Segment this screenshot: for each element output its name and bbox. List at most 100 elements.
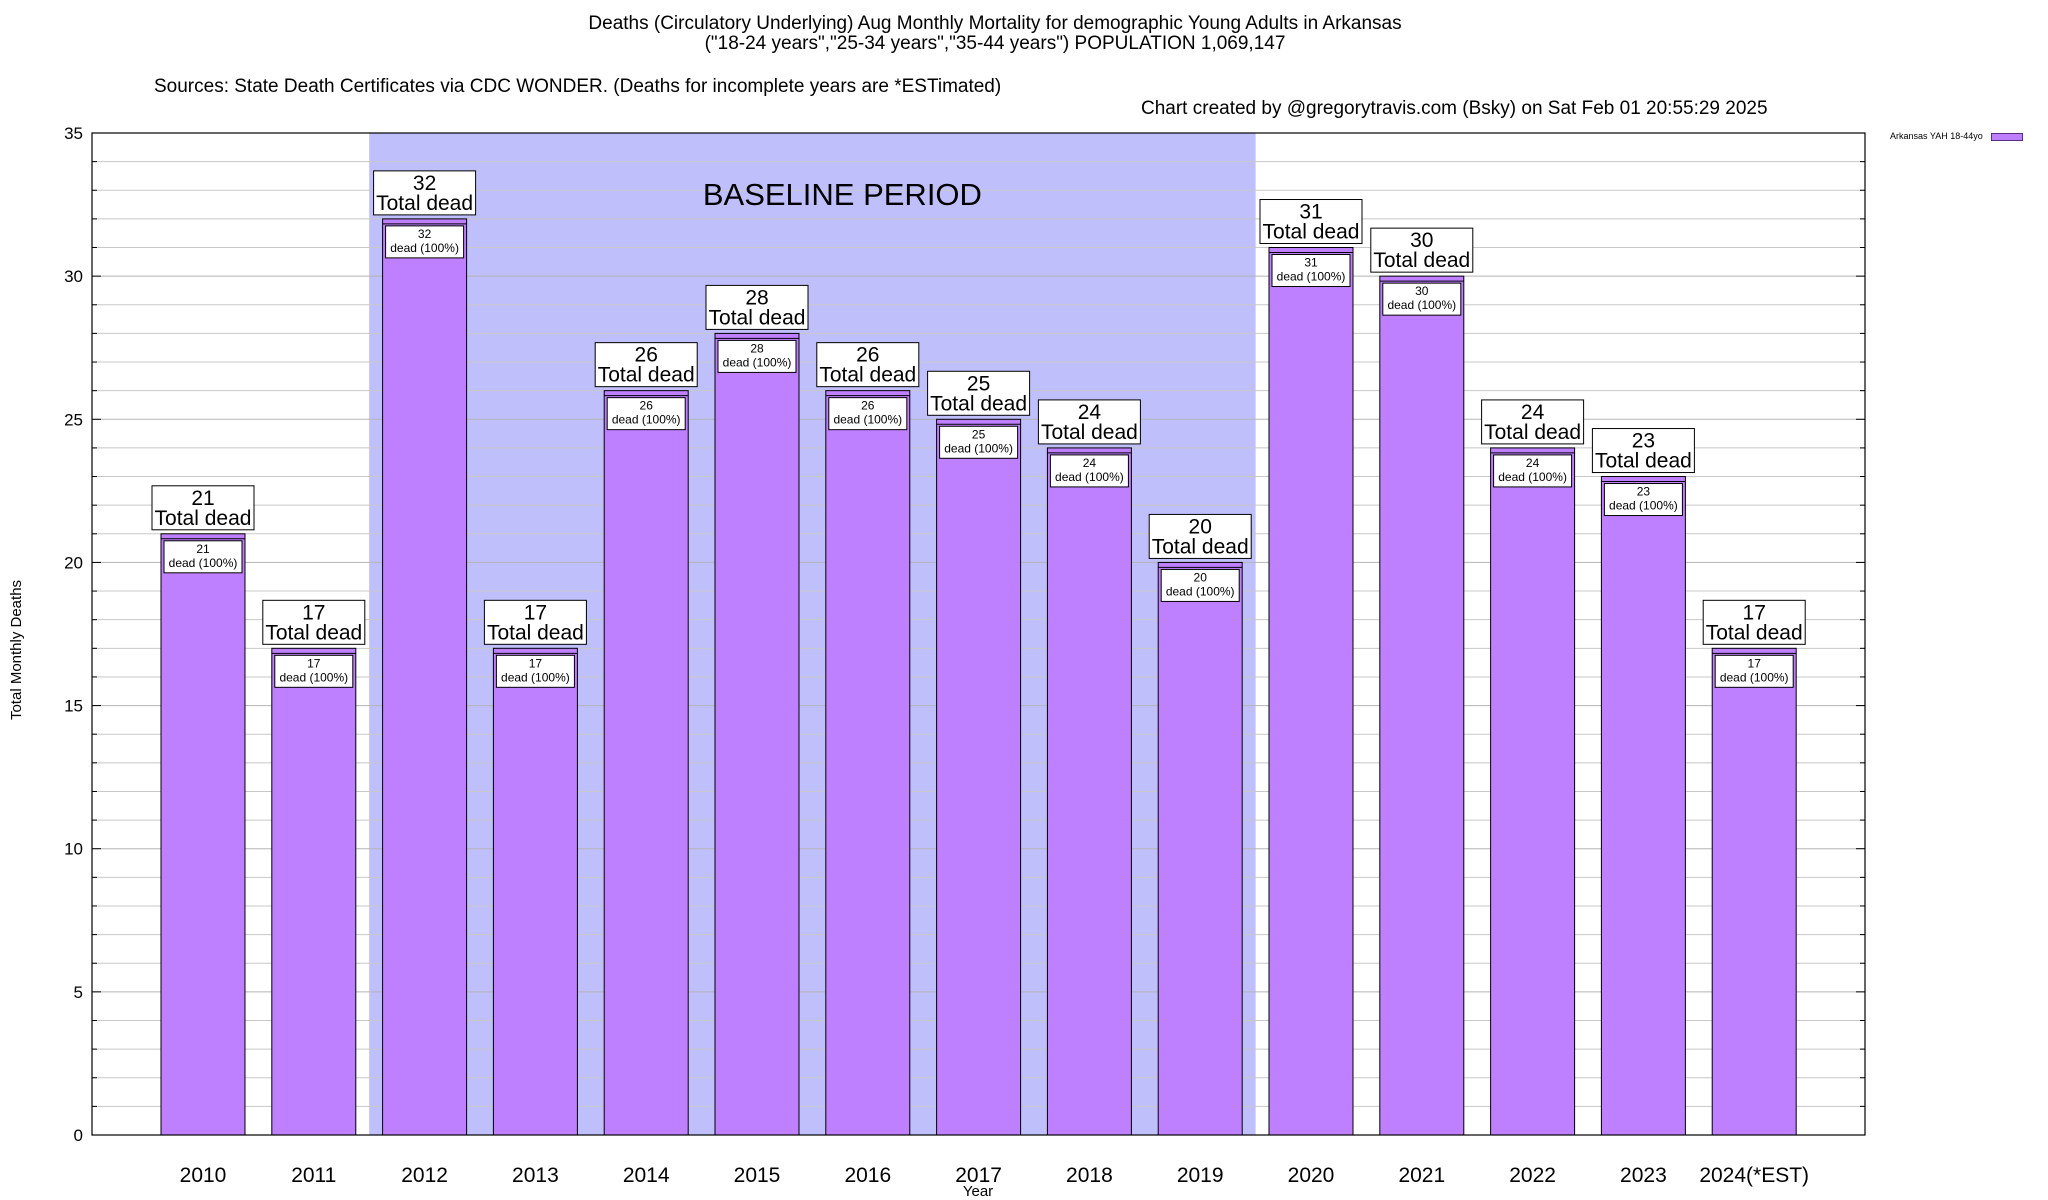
total-label-box — [705, 284, 809, 330]
x-tick-label: 2014 — [623, 1164, 670, 1187]
total-label-box — [262, 599, 366, 645]
inner-label-text: dead (100%) — [1498, 470, 1567, 484]
total-label-box — [373, 170, 477, 216]
y-axis-label: Total Monthly Deaths — [8, 580, 25, 720]
inner-label-text: dead (100%) — [1387, 298, 1456, 312]
inner-label-value: 28 — [750, 341, 764, 355]
inner-label-text: dead (100%) — [612, 413, 681, 427]
total-label-text: Total dead — [930, 392, 1027, 415]
inner-label-box — [1603, 483, 1683, 517]
x-tick-label: 2017 — [955, 1164, 1002, 1187]
inner-label-box — [163, 540, 243, 574]
inner-label-box — [274, 654, 354, 688]
bar — [1379, 275, 1465, 1136]
total-label-value: 24 — [1521, 401, 1545, 424]
chart-subtitle: ("18-24 years","25-34 years","35-44 year… — [704, 33, 1286, 54]
inner-label-box — [828, 397, 908, 431]
total-label-value: 23 — [1632, 430, 1655, 453]
x-tick-label: 2011 — [291, 1164, 336, 1187]
inner-label-value: 17 — [529, 656, 543, 670]
x-tick-label: 2013 — [512, 1164, 559, 1187]
inner-label-text: dead (100%) — [1055, 470, 1124, 484]
inner-label-text: dead (100%) — [1720, 670, 1789, 684]
inner-label-value: 25 — [972, 427, 986, 441]
total-label-value: 20 — [1189, 515, 1212, 538]
y-tick-label: 5 — [74, 983, 83, 1002]
bar — [603, 390, 689, 1136]
inner-label-text: dead (100%) — [1166, 584, 1235, 598]
x-tick-label: 2018 — [1066, 1164, 1113, 1187]
bar — [936, 418, 1022, 1136]
source-row: Sources: State Death Certificates via CD… — [0, 54, 2048, 119]
inner-label-text: dead (100%) — [169, 556, 238, 570]
inner-label-text: dead (100%) — [501, 670, 570, 684]
total-label-text: Total dead — [819, 364, 916, 387]
total-label-text: Total dead — [1152, 535, 1249, 558]
sources-note: Sources: State Death Certificates via CD… — [154, 76, 1002, 97]
inner-label-value: 31 — [1304, 256, 1318, 270]
x-tick-label: 2022 — [1509, 1164, 1556, 1187]
total-label-value: 31 — [1299, 201, 1322, 224]
total-label-text: Total dead — [709, 306, 806, 329]
total-label-value: 25 — [967, 372, 990, 395]
chart-title-block: Deaths (Circulatory Underlying) Aug Mont… — [0, 14, 1990, 54]
y-tick-label: 30 — [64, 267, 83, 286]
y-tick-label: 0 — [74, 1126, 83, 1145]
total-label-box — [927, 370, 1031, 416]
x-tick-label: 2012 — [401, 1164, 448, 1187]
inner-label-value: 24 — [1083, 456, 1097, 470]
total-label-text: Total dead — [1373, 249, 1470, 272]
bar — [1711, 647, 1797, 1136]
inner-label-value: 24 — [1526, 456, 1540, 470]
bar — [160, 533, 246, 1136]
inner-label-box — [1049, 454, 1129, 488]
total-label-text: Total dead — [487, 621, 584, 644]
inner-label-text: dead (100%) — [279, 670, 348, 684]
total-label-text: Total dead — [1484, 421, 1581, 444]
x-tick-label: 2024(*EST) — [1699, 1164, 1809, 1187]
total-label-box — [483, 599, 587, 645]
total-label-box — [1591, 428, 1695, 474]
inner-label-value: 26 — [640, 399, 654, 413]
bar — [714, 332, 800, 1136]
total-label-text: Total dead — [1706, 621, 1803, 644]
total-label-text: Total dead — [155, 507, 252, 530]
total-label-box — [1702, 599, 1806, 645]
bar — [492, 647, 578, 1136]
y-tick-label: 20 — [64, 553, 83, 572]
inner-label-box — [1160, 568, 1240, 602]
inner-label-text: dead (100%) — [1277, 270, 1346, 284]
inner-label-box — [495, 654, 575, 688]
bar — [1157, 561, 1243, 1136]
total-label-box — [1481, 399, 1585, 445]
inner-label-box — [1493, 454, 1573, 488]
total-label-value: 32 — [413, 172, 436, 195]
legend-swatch — [1990, 132, 2023, 141]
inner-label-value: 30 — [1415, 284, 1429, 298]
bar — [382, 218, 468, 1136]
total-label-text: Total dead — [376, 192, 473, 215]
total-label-value: 30 — [1410, 229, 1433, 252]
total-label-text: Total dead — [1041, 421, 1138, 444]
x-tick-label: 2015 — [734, 1164, 781, 1187]
x-tick-label: 2021 — [1398, 1164, 1445, 1187]
total-label-value: 21 — [191, 487, 214, 510]
inner-label-value: 21 — [196, 542, 210, 556]
inner-label-value: 20 — [1194, 570, 1208, 584]
inner-label-value: 17 — [307, 656, 321, 670]
total-label-box — [1370, 227, 1474, 273]
plot-border — [91, 132, 1866, 1136]
bar — [1490, 447, 1576, 1136]
x-tick-label: 2010 — [180, 1164, 227, 1187]
total-label-box — [151, 485, 255, 531]
total-label-box — [1259, 199, 1363, 245]
bar — [1600, 476, 1686, 1136]
inner-label-box — [385, 225, 465, 259]
inner-label-text: dead (100%) — [833, 413, 902, 427]
inner-label-value: 17 — [1748, 656, 1762, 670]
total-label-text: Total dead — [1595, 450, 1692, 473]
baseline-period-label: BASELINE PERIOD — [703, 177, 982, 212]
inner-label-box — [1271, 254, 1351, 288]
x-tick-label: 2016 — [844, 1164, 891, 1187]
